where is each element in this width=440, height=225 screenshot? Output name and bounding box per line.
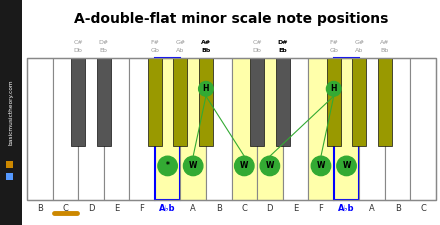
Text: D: D [267,204,273,213]
Text: W: W [317,161,325,170]
Bar [129,58,155,200]
Bar [78,58,104,200]
Text: Ab: Ab [176,48,184,53]
Circle shape [158,156,177,176]
Text: C: C [62,204,68,213]
Bar [250,58,264,146]
Bar [385,58,411,200]
Text: Eb: Eb [279,48,287,53]
Bar [411,58,436,200]
Text: Gb: Gb [150,48,159,53]
Bar [173,58,187,146]
Text: A#: A# [380,40,390,45]
Bar [27,58,436,200]
Text: F: F [139,204,144,213]
Text: C: C [420,204,426,213]
Bar [275,58,290,146]
Circle shape [260,156,279,176]
Text: D#: D# [99,40,109,45]
Bar [148,58,162,146]
Text: A-double-flat minor scale note positions: A-double-flat minor scale note positions [74,12,388,26]
Bar [199,58,213,146]
Bar [104,58,129,200]
Text: G#: G# [354,40,364,45]
Text: F#: F# [150,40,159,45]
Text: A: A [369,204,375,213]
Text: F#: F# [329,40,338,45]
Bar [327,58,341,146]
Text: C#: C# [73,40,83,45]
Text: W: W [342,161,351,170]
Circle shape [235,156,254,176]
Circle shape [311,156,331,176]
Text: C#: C# [252,40,262,45]
Circle shape [198,81,213,96]
Bar [231,58,257,200]
Circle shape [183,156,203,176]
Text: Eb: Eb [100,48,108,53]
Bar [282,58,308,200]
Text: W: W [266,161,274,170]
Bar [27,58,52,200]
Text: D#: D# [277,40,288,45]
Text: Bb: Bb [381,48,389,53]
Bar [52,58,78,200]
Text: E: E [114,204,119,213]
Bar [0,0,22,225]
Bar [308,58,334,200]
Text: *: * [165,161,169,170]
Bar [257,58,282,200]
Text: Ab: Ab [355,48,363,53]
Text: D: D [88,204,94,213]
Bar [6,173,13,180]
Text: B: B [395,204,400,213]
Text: B: B [37,204,43,213]
Text: C: C [242,204,247,213]
Circle shape [337,156,356,176]
Text: H: H [330,84,337,93]
Text: Bb: Bb [202,48,211,53]
Text: F: F [319,204,323,213]
Text: B: B [216,204,222,213]
Text: A♭b: A♭b [338,204,355,213]
Bar [6,161,13,168]
Text: A♭b: A♭b [159,204,176,213]
Text: H: H [203,84,209,93]
Bar [206,58,231,200]
Bar [352,58,367,146]
Bar [359,58,385,200]
Text: W: W [189,161,198,170]
Text: A#: A# [201,40,211,45]
Bar [71,58,85,146]
Text: Gb: Gb [329,48,338,53]
Bar [155,58,180,200]
Bar [180,58,206,200]
Text: E: E [293,204,298,213]
Text: W: W [240,161,249,170]
Text: basicmusictheory.com: basicmusictheory.com [8,80,14,145]
Circle shape [326,81,341,96]
Text: Db: Db [253,48,261,53]
Text: G#: G# [175,40,185,45]
Text: A: A [190,204,196,213]
Bar [334,58,359,200]
Bar [378,58,392,146]
Bar [97,58,111,146]
Text: Db: Db [73,48,83,53]
